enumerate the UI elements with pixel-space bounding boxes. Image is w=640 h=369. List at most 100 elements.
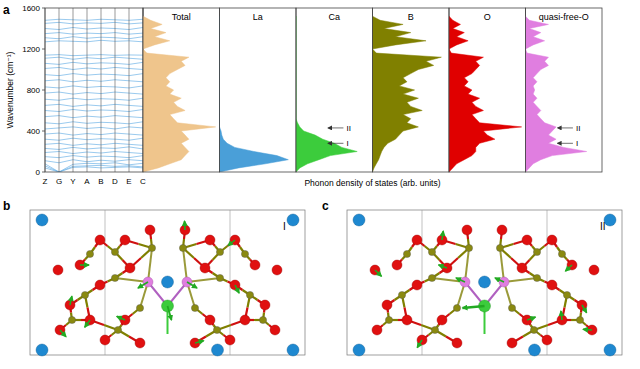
frame xyxy=(220,8,297,172)
atom-o xyxy=(507,338,517,348)
figure: aZGYABDEC040080012001600Wavenumber (cm⁻¹… xyxy=(0,0,640,369)
atom-o xyxy=(542,335,552,345)
dos-area xyxy=(373,16,442,172)
displacement-arrow xyxy=(582,305,587,313)
mode-label: I xyxy=(283,221,286,232)
panel-title: quasi-free-O xyxy=(539,12,589,22)
displacement-arrow xyxy=(80,264,89,266)
atom-b xyxy=(114,326,121,333)
atom-o xyxy=(517,263,527,273)
atom-b xyxy=(465,244,472,251)
atom-b xyxy=(431,326,438,333)
displacement-arrow xyxy=(117,316,125,320)
atom-b xyxy=(191,304,198,311)
dos-plot xyxy=(526,16,587,172)
symmetry-line xyxy=(129,8,130,172)
atom-b xyxy=(213,326,220,333)
atom-b xyxy=(259,316,266,323)
phonon-band xyxy=(45,163,143,172)
atom-b xyxy=(241,250,248,257)
category-label: D xyxy=(112,177,118,186)
atom-o xyxy=(412,280,422,290)
phonon-band xyxy=(45,86,143,88)
atom-o xyxy=(392,260,402,270)
atom-o xyxy=(145,225,155,235)
phonon-band xyxy=(45,19,143,20)
annotation-arrow xyxy=(558,127,573,128)
panel-title: O xyxy=(484,12,491,22)
atom-la xyxy=(604,344,616,356)
annotation-label: II xyxy=(576,124,580,133)
atom-b xyxy=(533,274,540,281)
atom-b xyxy=(148,244,155,251)
panel-label: b xyxy=(3,199,10,213)
symmetry-line xyxy=(59,8,60,172)
displacement-arrow xyxy=(495,278,504,282)
atom-o xyxy=(53,265,63,275)
atom-o xyxy=(100,335,110,345)
phonon-band xyxy=(45,74,143,76)
atom-o xyxy=(452,338,462,348)
frame xyxy=(296,8,373,172)
dos-plot xyxy=(373,16,442,172)
atom-o xyxy=(547,235,557,245)
atom-la xyxy=(212,344,224,356)
atom-o xyxy=(95,235,105,245)
category-label: Z xyxy=(43,177,48,186)
atom-b xyxy=(428,248,435,255)
dos-area xyxy=(526,16,587,172)
atom-b xyxy=(68,316,75,323)
atom-o xyxy=(135,338,145,348)
displacement-arrow xyxy=(187,282,197,288)
atom-o xyxy=(402,315,412,325)
atom-b xyxy=(533,248,540,255)
atom-o xyxy=(270,325,280,335)
phonon-band xyxy=(45,55,143,56)
y-axis-label: Wavenumber (cm⁻¹) xyxy=(5,51,15,128)
frame xyxy=(373,8,450,172)
atom-b xyxy=(428,274,435,281)
atom-o xyxy=(382,300,392,310)
atom-o xyxy=(522,235,532,245)
displacement-arrow xyxy=(439,265,447,268)
atom-b xyxy=(216,274,223,281)
atom-b xyxy=(558,250,565,257)
phonon-band xyxy=(45,122,143,124)
frame xyxy=(526,8,603,172)
atom-la xyxy=(287,344,299,356)
atom-o xyxy=(412,235,422,245)
atom-o xyxy=(372,325,382,335)
atom-b xyxy=(81,291,88,298)
phonon-band xyxy=(45,80,143,82)
symmetry-line xyxy=(87,8,88,172)
displacement-arrow xyxy=(583,328,592,330)
panel-title: Total xyxy=(172,12,191,22)
displacement-arrow xyxy=(463,306,485,308)
atom-la xyxy=(604,214,616,226)
displacement-arrow xyxy=(561,311,562,320)
phonon-band xyxy=(45,127,143,129)
atom-b xyxy=(136,304,143,311)
dos-area xyxy=(296,16,357,172)
category-label: A xyxy=(84,177,90,186)
dos-plot xyxy=(220,16,289,172)
atom-b xyxy=(530,326,537,333)
dos-area xyxy=(220,16,289,172)
y-tick-label: 400 xyxy=(27,127,41,136)
cell-frame xyxy=(347,210,622,355)
atom-b xyxy=(508,304,515,311)
y-tick-label: 0 xyxy=(36,168,41,177)
phonon-band xyxy=(45,37,143,39)
atom-la xyxy=(287,214,299,226)
x-axis-label: Phonon density of states (arb. units) xyxy=(304,178,440,188)
atom-o xyxy=(272,265,282,275)
symmetry-line xyxy=(115,8,116,172)
displacement-arrow xyxy=(228,240,235,246)
atom-b xyxy=(398,291,405,298)
frame xyxy=(449,8,526,172)
crystal-structure: I xyxy=(30,210,305,356)
phonon-band xyxy=(45,40,143,42)
phonon-band xyxy=(45,109,143,111)
atom-o xyxy=(547,280,557,290)
annotation-label: II xyxy=(346,124,350,133)
